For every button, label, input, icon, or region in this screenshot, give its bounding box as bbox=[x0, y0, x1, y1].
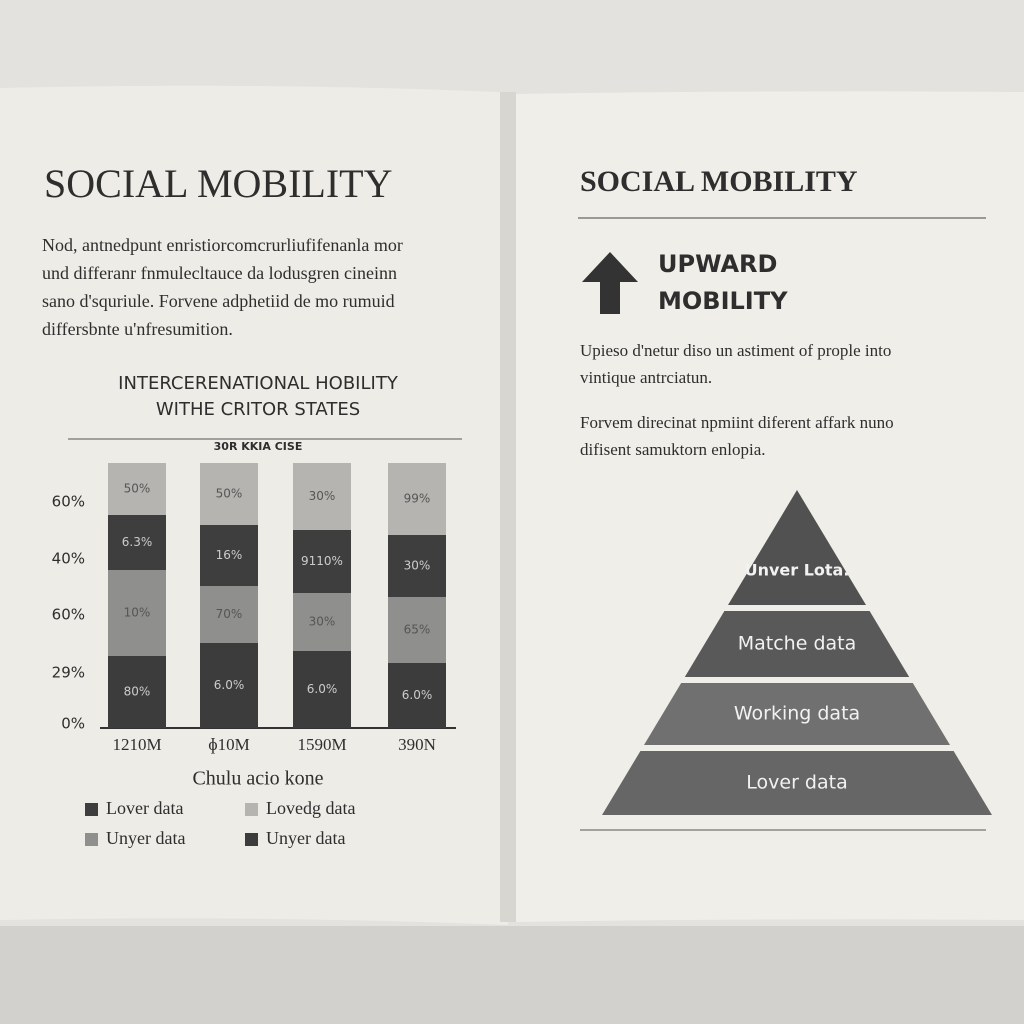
segment-label: 80% bbox=[124, 685, 151, 699]
legend-swatch bbox=[245, 833, 258, 846]
segment-label: 70% bbox=[216, 607, 243, 621]
segment-label: 9110% bbox=[301, 554, 343, 568]
up-arrow-icon bbox=[582, 252, 638, 314]
segment-label: 10% bbox=[124, 606, 151, 620]
y-label: 60% bbox=[52, 493, 85, 511]
legend-label: Unyer data bbox=[106, 828, 185, 848]
bar-segment bbox=[108, 515, 166, 570]
segment-label: 65% bbox=[404, 623, 431, 637]
pyramid-label: Working data bbox=[734, 703, 860, 725]
bar-segment bbox=[108, 463, 166, 515]
paragraph-line: Nod, antnedpunt enristiorcomcrurliufifen… bbox=[42, 235, 403, 255]
bar-segment bbox=[388, 597, 446, 663]
legend-swatch bbox=[245, 803, 258, 816]
bar-segment bbox=[108, 570, 166, 656]
segment-label: 30% bbox=[309, 489, 336, 503]
legend-label: Unyer data bbox=[266, 828, 345, 848]
bar-segment bbox=[388, 463, 446, 535]
legend-label: Lover data bbox=[106, 798, 183, 818]
paragraph-line: sano d'squriule. Forvene adphetiid de mo… bbox=[42, 291, 395, 311]
chart-title: WITHE CRITOR STATES bbox=[156, 399, 360, 420]
bar-segment bbox=[293, 593, 351, 651]
pyramid-layer bbox=[728, 490, 866, 605]
right-title: SOCIAL MOBILITY bbox=[580, 165, 858, 198]
category-label: 390N bbox=[398, 735, 436, 754]
bar-segment bbox=[108, 656, 166, 728]
paragraph-line: vintique antrciatun. bbox=[580, 368, 712, 387]
y-label: 60% bbox=[52, 606, 85, 624]
bar-segment bbox=[200, 463, 258, 525]
paragraph-line: und differanr fnmulecltauce da lodusgren… bbox=[42, 263, 397, 283]
legend-label: Lovedg data bbox=[266, 798, 355, 818]
legend-swatch bbox=[85, 803, 98, 816]
y-label: 0% bbox=[61, 715, 85, 733]
y-label: 29% bbox=[52, 664, 85, 682]
segment-label: 30% bbox=[309, 615, 336, 629]
heading: MOBILITY bbox=[658, 287, 788, 315]
segment-label: 16% bbox=[216, 548, 243, 562]
paragraph-line: differsbnte u'nfresumition. bbox=[42, 319, 233, 339]
heading: UPWARD bbox=[658, 250, 777, 278]
paragraph-line: difisent samuktorn enlopia. bbox=[580, 440, 766, 459]
left-title: SOCIAL MOBILITY bbox=[44, 161, 393, 206]
segment-label: 6.3% bbox=[122, 535, 153, 549]
spine bbox=[500, 92, 516, 922]
bar-segment bbox=[293, 463, 351, 530]
segment-label: 30% bbox=[404, 559, 431, 573]
category-label: 1590M bbox=[297, 735, 346, 754]
bar-segment bbox=[200, 586, 258, 643]
pyramid-layer bbox=[644, 683, 950, 745]
pyramid-label: Unver Lota. bbox=[745, 561, 850, 580]
bar-segment bbox=[388, 663, 446, 728]
pyramid-label: Lover data bbox=[746, 772, 847, 794]
table-shadow bbox=[0, 926, 1024, 1024]
category-label: 1210M bbox=[112, 735, 161, 754]
pyramid-layer bbox=[684, 611, 910, 677]
x-axis-label: Chulu acio kone bbox=[192, 768, 323, 790]
segment-label: 6.0% bbox=[214, 678, 245, 692]
segment-label: 50% bbox=[124, 482, 151, 496]
bar-segment bbox=[388, 535, 446, 597]
bar-segment bbox=[293, 651, 351, 728]
legend-swatch bbox=[85, 833, 98, 846]
pyramid-label: Matche data bbox=[738, 633, 857, 655]
y-label: 40% bbox=[52, 550, 85, 568]
category-label: ɸ10M bbox=[208, 735, 250, 754]
segment-label: 99% bbox=[404, 492, 431, 506]
segment-label: 6.0% bbox=[307, 682, 338, 696]
bar-segment bbox=[200, 643, 258, 728]
bar-segment bbox=[293, 530, 351, 593]
pyramid-layer bbox=[602, 751, 992, 815]
bar-segment bbox=[200, 525, 258, 586]
segment-label: 50% bbox=[216, 487, 243, 501]
paragraph-line: Forvem direcinat npmiint diferent affark… bbox=[580, 413, 894, 432]
chart-subtitle: 30R KKIA CISE bbox=[214, 440, 303, 453]
segment-label: 6.0% bbox=[402, 688, 433, 702]
chart-title: INTERCERENATIONAL HOBILITY bbox=[118, 373, 399, 394]
paragraph-line: Upieso d'netur diso un astiment of propl… bbox=[580, 341, 891, 360]
